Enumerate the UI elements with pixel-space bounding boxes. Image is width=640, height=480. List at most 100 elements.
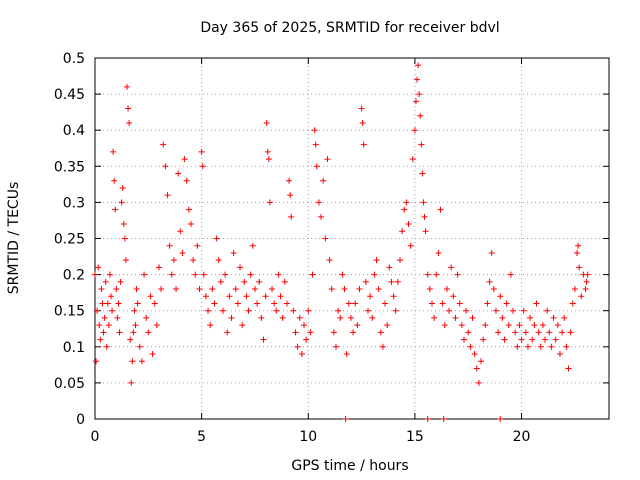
data-point	[335, 307, 342, 314]
data-point	[136, 343, 143, 350]
data-point	[556, 351, 563, 358]
data-point	[279, 314, 286, 321]
data-point	[531, 322, 538, 329]
data-point	[175, 170, 182, 177]
data-point	[419, 170, 426, 177]
data-point	[134, 300, 141, 307]
data-point	[484, 300, 491, 307]
data-point	[113, 286, 120, 293]
data-point	[198, 148, 205, 155]
data-point	[311, 127, 318, 134]
data-point	[187, 221, 194, 228]
data-point	[153, 322, 160, 329]
data-point	[162, 163, 169, 170]
data-point	[403, 199, 410, 206]
data-point	[118, 199, 125, 206]
data-point	[224, 329, 231, 336]
data-point	[155, 264, 162, 271]
data-point	[456, 300, 463, 307]
data-point	[217, 278, 224, 285]
data-point	[219, 307, 226, 314]
data-point	[569, 300, 576, 307]
data-point	[110, 148, 117, 155]
data-point	[497, 416, 504, 422]
data-point	[409, 156, 416, 163]
data-point	[420, 199, 427, 206]
data-point	[298, 351, 305, 358]
data-point	[112, 206, 119, 213]
data-point	[486, 278, 493, 285]
data-point	[265, 156, 272, 163]
data-point	[567, 329, 574, 336]
data-point	[343, 351, 350, 358]
x-tick-label: 0	[91, 429, 100, 445]
data-point	[574, 249, 581, 256]
data-point	[114, 314, 121, 321]
data-point	[158, 286, 165, 293]
data-point	[287, 192, 294, 199]
data-point	[115, 300, 122, 307]
data-point	[179, 249, 186, 256]
data-point	[533, 300, 540, 307]
data-point	[104, 300, 111, 307]
data-point	[128, 379, 135, 386]
data-point	[548, 343, 555, 350]
data-point	[196, 286, 203, 293]
data-point	[211, 300, 218, 307]
data-point	[475, 379, 482, 386]
data-point	[271, 300, 278, 307]
grid-lines	[95, 58, 609, 419]
data-point	[415, 62, 422, 69]
data-point	[145, 329, 152, 336]
data-point	[133, 286, 140, 293]
y-tick-label: 0.25	[54, 232, 85, 248]
data-point	[127, 336, 134, 343]
data-point	[185, 206, 192, 213]
data-point	[424, 416, 431, 422]
data-point	[313, 163, 320, 170]
data-point	[388, 278, 395, 285]
data-point	[283, 300, 290, 307]
data-point	[328, 286, 335, 293]
data-point	[362, 278, 369, 285]
data-point	[561, 314, 568, 321]
data-point	[424, 271, 431, 278]
data-point	[516, 322, 523, 329]
data-point	[149, 351, 156, 358]
data-point	[396, 257, 403, 264]
data-point	[364, 307, 371, 314]
data-point	[369, 314, 376, 321]
data-point	[251, 286, 258, 293]
data-point	[303, 336, 310, 343]
data-point	[199, 163, 206, 170]
data-point	[247, 271, 254, 278]
data-point	[286, 177, 293, 184]
data-point	[160, 141, 167, 148]
data-point	[490, 286, 497, 293]
data-point	[170, 257, 177, 264]
data-point	[237, 264, 244, 271]
data-point	[263, 119, 270, 126]
data-point	[245, 307, 252, 314]
data-point	[535, 329, 542, 336]
data-point	[414, 76, 421, 83]
data-point	[173, 286, 180, 293]
data-point	[205, 307, 212, 314]
data-point	[537, 343, 544, 350]
data-point	[377, 329, 384, 336]
data-point	[450, 293, 457, 300]
data-point	[512, 329, 519, 336]
y-tick-label: 0.2	[63, 268, 85, 284]
data-point	[576, 264, 583, 271]
data-point	[454, 271, 461, 278]
data-point	[463, 307, 470, 314]
data-point	[497, 293, 504, 300]
data-point	[330, 329, 337, 336]
data-point	[342, 416, 349, 422]
data-point	[94, 307, 101, 314]
x-tick-label: 5	[197, 429, 206, 445]
y-tick-label: 0.15	[54, 304, 85, 320]
data-point	[386, 264, 393, 271]
data-point	[480, 336, 487, 343]
data-point	[166, 242, 173, 249]
